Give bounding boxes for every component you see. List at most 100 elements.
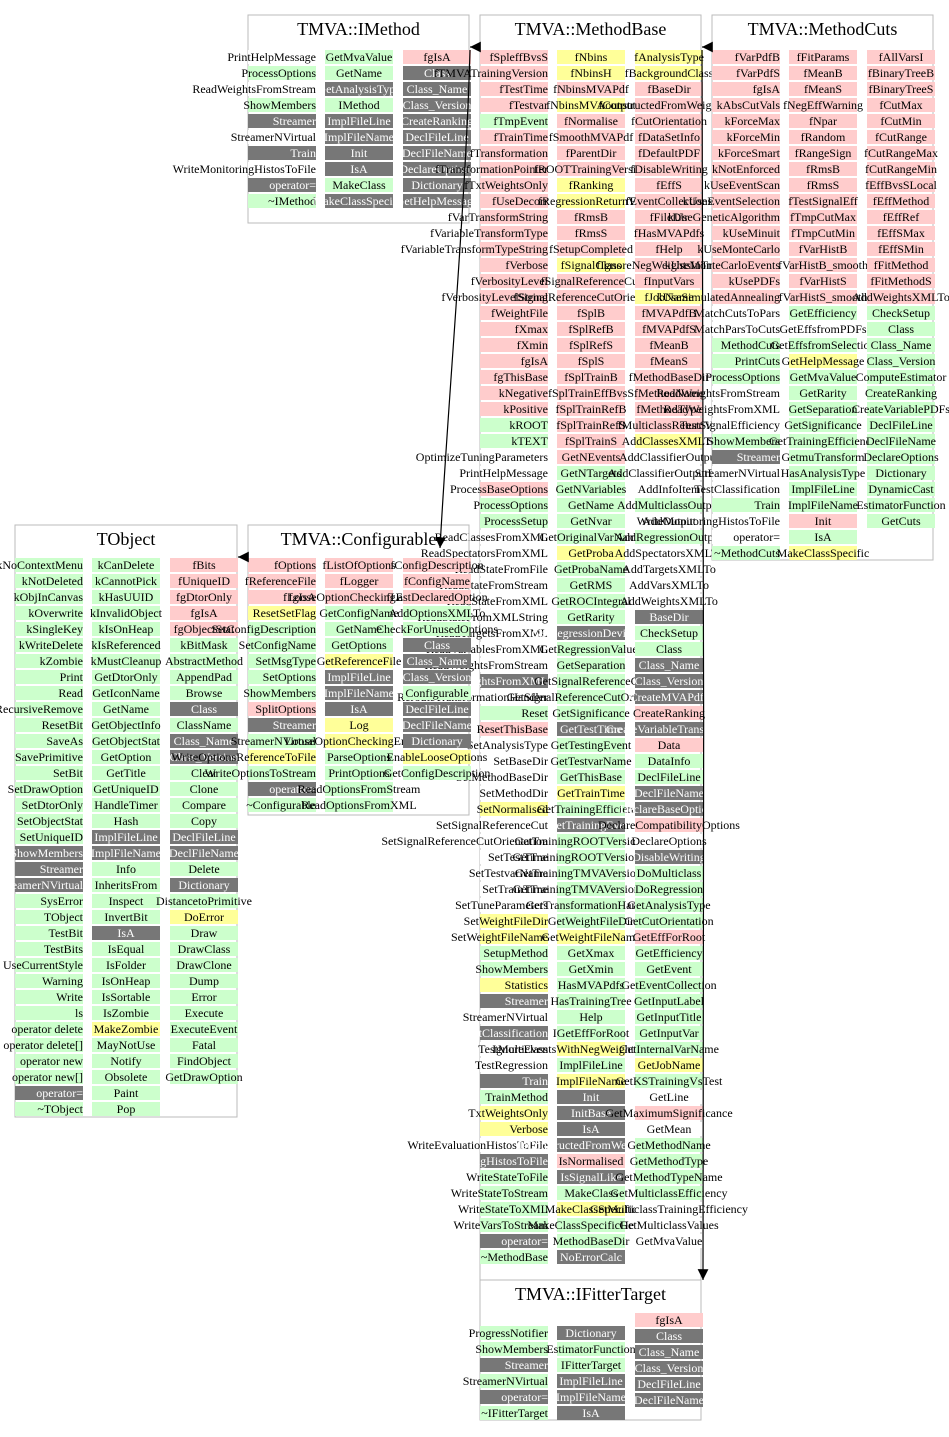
member-cell <box>635 578 703 592</box>
member-cell <box>635 562 703 576</box>
member-label: ProcessSetup <box>484 514 548 528</box>
member-label: Obsolete <box>105 1070 148 1084</box>
member-cell <box>557 866 625 880</box>
member-label: WriteStateToStream <box>451 1186 549 1200</box>
member-label: fSplTrainS <box>565 434 617 448</box>
member-label: fVarTransformString <box>448 210 548 224</box>
member-cell <box>557 546 625 560</box>
member-cell <box>557 1090 625 1104</box>
member-cell <box>712 546 780 560</box>
member-label: fSplB <box>577 306 605 320</box>
member-cell <box>867 66 935 80</box>
class-title: TMVA::MethodCuts <box>748 19 898 39</box>
member-cell <box>15 1054 83 1068</box>
member-label: SetDtorOnly <box>22 798 83 812</box>
member-label: GetTrainingROOTVersionString <box>513 850 670 864</box>
member-cell <box>325 606 393 620</box>
member-label: fEffBvsSLocal <box>865 178 937 192</box>
member-cell <box>557 562 625 576</box>
member-label: GetEvent <box>646 962 692 976</box>
member-label: operator= <box>501 1234 548 1248</box>
member-label: GetMethodType <box>630 1154 708 1168</box>
member-cell <box>557 354 625 368</box>
member-cell <box>92 1070 160 1084</box>
member-label: IsSortable <box>102 990 151 1004</box>
member-label: EstimatorFunction <box>546 1342 635 1356</box>
member-label: fEffSMax <box>877 226 925 240</box>
member-label: Class_Name <box>639 1345 700 1359</box>
member-cell <box>557 1042 625 1056</box>
member-cell <box>712 210 780 224</box>
member-cell <box>557 1202 625 1216</box>
member-label: Class_Version <box>403 98 472 112</box>
member-label: ImplFileName <box>788 498 858 512</box>
member-label: fgIsA <box>289 590 317 604</box>
member-label: WriteMonitoringHistosToFile <box>173 162 316 176</box>
member-label: StreamerNVirtual <box>463 1374 549 1388</box>
member-cell <box>403 130 471 144</box>
member-cell <box>92 1054 160 1068</box>
member-label: MakeClassSpecificHeader <box>527 1218 654 1232</box>
member-label: WriteOptionsReferenceToFile <box>171 750 316 764</box>
member-label: StreamerNVirtual <box>231 734 317 748</box>
member-label: fMethodBaseDir <box>629 370 710 384</box>
member-label: fSplTrainEffBvsS <box>548 386 634 400</box>
member-cell <box>635 610 703 624</box>
member-label: fOptions <box>274 558 316 572</box>
member-label: fWeightFile <box>491 306 548 320</box>
member-label: ImplFileName <box>556 1074 626 1088</box>
member-label: fTmpCutMin <box>791 226 855 240</box>
member-cell <box>248 622 316 636</box>
member-label: fRegressionReturnVal <box>538 194 645 208</box>
member-label: fRmsS <box>575 226 608 240</box>
member-cell <box>248 178 316 192</box>
member-label: ReadOptionsFromXML <box>301 798 416 812</box>
member-cell <box>248 702 316 716</box>
member-label: fSplTrainB <box>564 370 618 384</box>
member-label: DrawClone <box>176 958 231 972</box>
member-label: GetCuts <box>881 514 921 528</box>
member-cell <box>557 1154 625 1168</box>
member-label: SetOptions <box>263 670 317 684</box>
member-cell <box>480 418 548 432</box>
member-label: fRanking <box>569 178 614 192</box>
member-label: IsA <box>350 702 368 716</box>
member-label: TestClassification <box>694 482 780 496</box>
member-cell <box>15 798 83 812</box>
member-cell <box>789 82 857 96</box>
member-label: kUseMonteCarlo <box>697 242 780 256</box>
member-label: kUseEventScan <box>704 178 780 192</box>
member-cell <box>635 482 703 496</box>
member-cell <box>557 514 625 528</box>
member-cell <box>170 846 238 860</box>
member-cell <box>403 146 471 160</box>
member-cell <box>789 322 857 336</box>
member-label: fBinaryTreeS <box>869 82 934 96</box>
member-cell <box>325 178 393 192</box>
member-cell <box>635 834 703 848</box>
member-label: ResetBit <box>42 718 84 732</box>
member-label: fDefaultPDF <box>638 146 700 160</box>
member-label: fVerbosityLevel <box>471 274 549 288</box>
member-cell <box>635 642 703 656</box>
member-label: AddWeightsXMLTo <box>852 290 949 304</box>
member-cell <box>789 402 857 416</box>
member-label: kOverwrite <box>28 606 83 620</box>
member-label: GetRMS <box>570 578 613 592</box>
member-cell <box>635 1313 703 1327</box>
member-label: Data <box>658 738 681 752</box>
member-cell <box>789 194 857 208</box>
member-label: MayNotUse <box>97 1038 156 1052</box>
member-label: SetMethodBaseDir <box>456 770 548 784</box>
member-label: SetTestTime <box>488 850 548 864</box>
member-cell <box>635 978 703 992</box>
member-label: GetName <box>336 622 382 636</box>
member-cell <box>480 1326 548 1340</box>
member-label: Class_Version <box>403 670 472 684</box>
member-cell <box>635 466 703 480</box>
member-label: fConfigName <box>404 574 470 588</box>
member-label: kUseMonteCarloEvents <box>665 258 781 272</box>
member-cell <box>15 606 83 620</box>
member-cell <box>557 642 625 656</box>
